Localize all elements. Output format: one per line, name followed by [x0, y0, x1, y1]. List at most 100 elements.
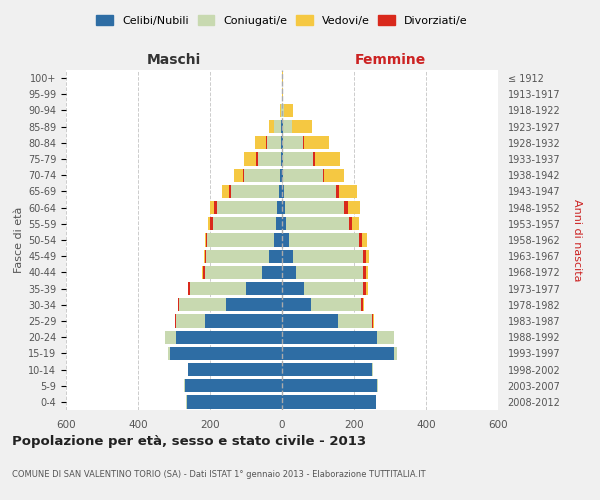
Bar — [293, 250, 363, 263]
Bar — [366, 266, 368, 279]
Bar — [282, 330, 377, 344]
Bar — [373, 314, 374, 328]
Bar — [284, 185, 336, 198]
Bar — [281, 104, 282, 117]
Bar — [363, 298, 364, 312]
Bar — [209, 217, 212, 230]
Bar — [352, 217, 359, 230]
Bar — [283, 120, 292, 134]
Bar — [243, 168, 244, 182]
Bar — [206, 234, 208, 246]
Bar — [281, 152, 282, 166]
Bar — [282, 250, 293, 263]
Bar — [286, 217, 349, 230]
Bar — [296, 266, 363, 279]
Bar — [283, 168, 323, 182]
Bar — [281, 136, 282, 149]
Bar — [246, 282, 282, 295]
Bar — [394, 346, 397, 360]
Bar — [377, 379, 378, 392]
Bar — [344, 201, 348, 214]
Bar — [274, 234, 282, 246]
Bar — [311, 298, 361, 312]
Bar — [325, 168, 344, 182]
Bar — [285, 201, 344, 214]
Bar — [282, 396, 376, 408]
Bar — [377, 330, 394, 344]
Bar — [282, 201, 285, 214]
Bar — [280, 104, 281, 117]
Bar — [363, 266, 366, 279]
Y-axis label: Anni di nascita: Anni di nascita — [572, 198, 582, 281]
Bar — [205, 314, 282, 328]
Bar — [257, 152, 281, 166]
Bar — [359, 234, 362, 246]
Bar — [165, 330, 176, 344]
Bar — [187, 396, 282, 408]
Bar — [175, 314, 176, 328]
Bar — [206, 250, 269, 263]
Bar — [204, 250, 205, 263]
Bar — [283, 136, 302, 149]
Bar — [274, 120, 281, 134]
Bar — [234, 168, 243, 182]
Bar — [262, 266, 282, 279]
Bar — [292, 120, 312, 134]
Bar — [217, 201, 277, 214]
Bar — [170, 346, 282, 360]
Bar — [185, 379, 282, 392]
Bar — [208, 234, 274, 246]
Bar — [176, 314, 205, 328]
Bar — [282, 185, 284, 198]
Bar — [282, 314, 338, 328]
Bar — [282, 136, 283, 149]
Bar — [289, 234, 359, 246]
Bar — [338, 314, 372, 328]
Bar — [349, 217, 352, 230]
Bar — [208, 217, 209, 230]
Text: Popolazione per età, sesso e stato civile - 2013: Popolazione per età, sesso e stato civil… — [12, 435, 366, 448]
Bar — [282, 363, 372, 376]
Bar — [210, 201, 214, 214]
Bar — [315, 152, 340, 166]
Bar — [190, 282, 246, 295]
Bar — [205, 266, 262, 279]
Bar — [256, 152, 257, 166]
Bar — [214, 201, 217, 214]
Bar — [244, 168, 280, 182]
Bar — [184, 379, 185, 392]
Bar — [323, 168, 325, 182]
Bar — [282, 120, 283, 134]
Bar — [256, 136, 266, 149]
Bar — [363, 282, 366, 295]
Y-axis label: Fasce di età: Fasce di età — [14, 207, 24, 273]
Bar — [313, 152, 315, 166]
Bar — [244, 152, 256, 166]
Bar — [304, 136, 329, 149]
Bar — [282, 152, 283, 166]
Bar — [266, 136, 267, 149]
Bar — [229, 185, 230, 198]
Bar — [283, 104, 284, 117]
Bar — [372, 314, 373, 328]
Bar — [178, 298, 179, 312]
Bar — [203, 266, 205, 279]
Bar — [212, 217, 275, 230]
Bar — [282, 346, 394, 360]
Bar — [275, 217, 282, 230]
Bar — [282, 266, 296, 279]
Bar — [226, 298, 282, 312]
Bar — [362, 234, 367, 246]
Bar — [205, 234, 206, 246]
Bar — [281, 120, 282, 134]
Bar — [205, 250, 206, 263]
Bar — [167, 346, 170, 360]
Bar — [283, 152, 313, 166]
Bar — [366, 282, 368, 295]
Bar — [179, 298, 226, 312]
Bar — [366, 250, 369, 263]
Bar — [267, 136, 281, 149]
Bar — [188, 363, 282, 376]
Bar — [363, 250, 366, 263]
Bar — [336, 185, 339, 198]
